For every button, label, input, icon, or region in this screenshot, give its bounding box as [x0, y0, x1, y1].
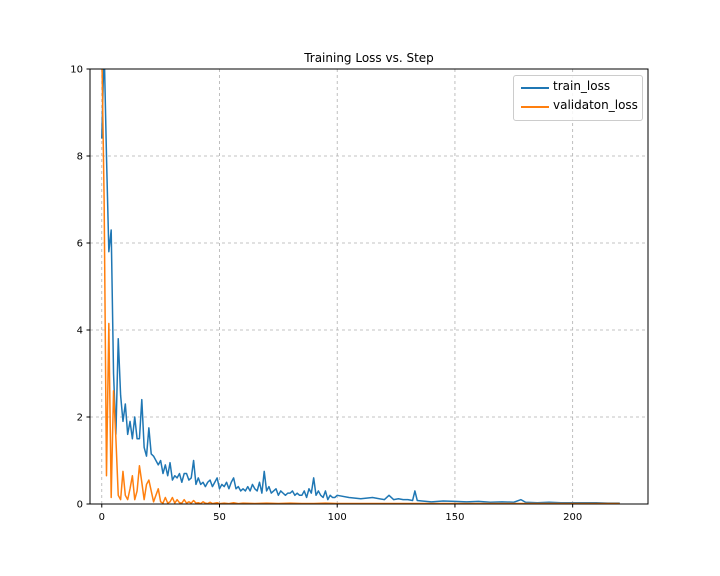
- legend-label-validation-loss: validaton_loss: [553, 98, 638, 112]
- series-line-train-loss: [101, 69, 620, 504]
- chart-title: Training Loss vs. Step: [304, 51, 434, 65]
- x-tick-label: 200: [563, 512, 582, 523]
- axes-frame: [89, 68, 649, 505]
- y-tick-label: 8: [77, 152, 83, 163]
- y-tick-label: 4: [77, 326, 83, 337]
- legend-item-validation-loss: validaton_loss: [514, 98, 642, 114]
- y-tick-label: 0: [77, 500, 83, 511]
- legend-item-train-loss: train_loss: [514, 79, 642, 95]
- grid: [90, 68, 648, 505]
- y-tick-label: 10: [70, 65, 83, 76]
- legend-label-train-loss: train_loss: [553, 79, 611, 93]
- x-tick-label: 150: [445, 512, 464, 523]
- x-tick-label: 100: [328, 512, 347, 523]
- ticks: 0 50 100 150 200 0 2 4 6 8 10: [70, 65, 582, 524]
- legend: train_loss validaton_loss: [513, 75, 643, 121]
- x-tick-label: 0: [99, 512, 105, 523]
- y-tick-label: 6: [77, 239, 83, 250]
- y-tick-label: 2: [77, 413, 83, 424]
- legend-swatch-train-loss: [521, 87, 549, 89]
- x-tick-label: 50: [213, 512, 226, 523]
- legend-swatch-validation-loss: [521, 106, 549, 108]
